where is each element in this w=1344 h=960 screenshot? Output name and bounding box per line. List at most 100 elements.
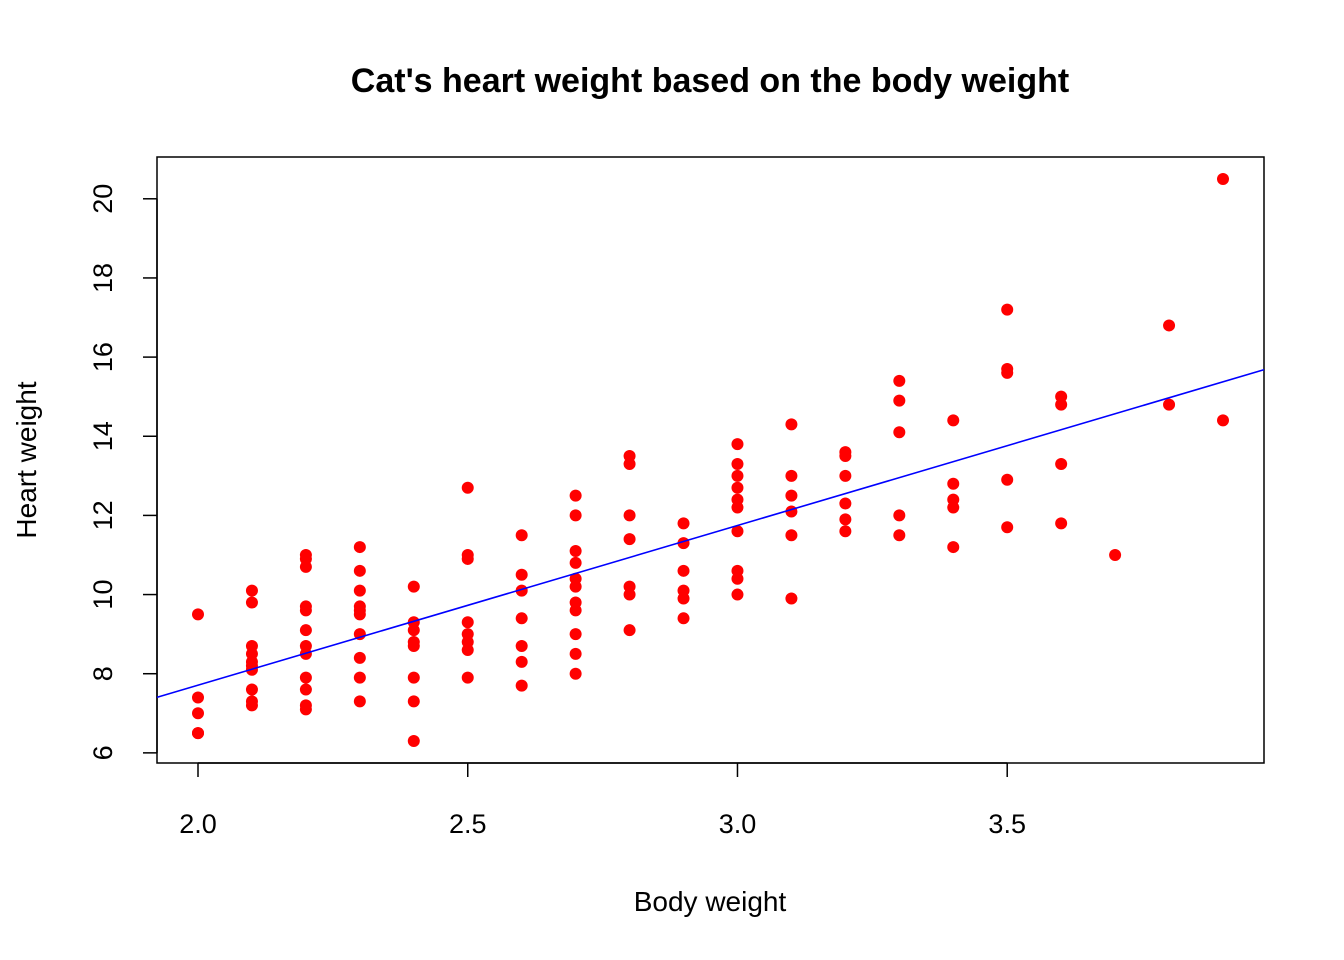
- data-point: [731, 457, 744, 470]
- data-point: [731, 469, 744, 482]
- y-tick-label: 6: [88, 745, 118, 760]
- data-point: [1109, 548, 1122, 561]
- data-point: [569, 604, 582, 617]
- y-axis-label: Heart weight: [11, 381, 42, 538]
- x-axis-label: Body weight: [634, 886, 787, 917]
- data-point: [947, 477, 960, 490]
- data-point: [515, 568, 528, 581]
- data-point: [785, 529, 798, 542]
- data-point: [353, 695, 366, 708]
- data-point: [785, 489, 798, 502]
- data-point: [569, 556, 582, 569]
- y-tick-label: 10: [88, 580, 118, 610]
- data-point: [785, 418, 798, 431]
- data-point: [245, 596, 258, 609]
- data-point: [839, 450, 852, 463]
- data-point: [515, 640, 528, 653]
- data-point: [1001, 473, 1014, 486]
- data-points: [192, 173, 1229, 747]
- data-point: [353, 608, 366, 621]
- data-point: [569, 509, 582, 522]
- data-point: [299, 624, 312, 637]
- data-point: [245, 584, 258, 597]
- data-point: [353, 671, 366, 684]
- data-point: [623, 588, 636, 601]
- data-point: [1055, 457, 1068, 470]
- data-point: [353, 651, 366, 664]
- data-point: [1055, 398, 1068, 411]
- plot-frame: [156, 156, 1265, 764]
- data-point: [947, 541, 960, 554]
- data-point: [839, 513, 852, 526]
- data-point: [407, 580, 420, 593]
- data-point: [569, 628, 582, 641]
- data-point: [677, 564, 690, 577]
- y-tick-label: 20: [88, 184, 118, 214]
- data-point: [407, 640, 420, 653]
- y-tick-label: 16: [88, 342, 118, 372]
- y-tick-label: 18: [88, 263, 118, 293]
- data-point: [1001, 521, 1014, 534]
- data-point: [893, 374, 906, 387]
- data-point: [299, 683, 312, 696]
- chart-title: Cat's heart weight based on the body wei…: [351, 62, 1069, 100]
- data-point: [192, 707, 204, 720]
- data-point: [353, 584, 366, 597]
- data-point: [461, 643, 474, 656]
- data-point: [192, 691, 204, 704]
- data-point: [1163, 319, 1176, 332]
- data-point: [407, 734, 420, 747]
- data-point: [515, 612, 528, 625]
- y-tick-label: 8: [88, 666, 118, 681]
- data-point: [461, 616, 474, 629]
- data-point: [461, 552, 474, 565]
- data-point: [893, 529, 906, 542]
- data-point: [515, 584, 528, 597]
- data-point: [299, 703, 312, 716]
- data-point: [731, 438, 744, 451]
- regression-line: [157, 368, 1264, 699]
- data-point: [785, 469, 798, 482]
- data-point: [569, 580, 582, 593]
- data-point: [407, 671, 420, 684]
- data-point: [947, 414, 960, 427]
- data-point: [677, 612, 690, 625]
- x-tick-label: 3.0: [719, 809, 757, 839]
- data-point: [1001, 366, 1014, 379]
- x-tick-label: 2.5: [449, 809, 487, 839]
- data-point: [1163, 398, 1176, 411]
- data-point: [569, 667, 582, 680]
- data-point: [461, 671, 474, 684]
- data-point: [353, 541, 366, 554]
- data-point: [839, 469, 852, 482]
- data-point: [407, 624, 420, 637]
- data-point: [893, 426, 906, 439]
- data-point: [299, 560, 312, 573]
- data-point: [731, 588, 744, 601]
- data-point: [192, 608, 204, 621]
- data-point: [1001, 303, 1014, 316]
- data-point: [569, 647, 582, 660]
- y-axis: 6 8 10 12 14 16 18 20: [88, 184, 158, 760]
- data-point: [461, 481, 474, 494]
- data-point: [353, 564, 366, 577]
- data-point: [1055, 517, 1068, 530]
- data-point: [1217, 414, 1229, 427]
- data-point: [839, 497, 852, 510]
- y-tick-label: 12: [88, 500, 118, 530]
- data-point: [299, 604, 312, 617]
- y-tick-label: 14: [88, 421, 118, 451]
- x-tick-label: 2.0: [179, 809, 217, 839]
- data-point: [515, 529, 528, 542]
- data-point: [839, 525, 852, 538]
- x-tick-label: 3.5: [988, 809, 1026, 839]
- data-point: [299, 671, 312, 684]
- data-point: [785, 592, 798, 605]
- data-point: [515, 655, 528, 668]
- data-point: [731, 501, 744, 514]
- data-point: [569, 489, 582, 502]
- data-point: [407, 695, 420, 708]
- data-point: [893, 509, 906, 522]
- x-axis: 2.0 2.5 3.0 3.5: [179, 762, 1026, 839]
